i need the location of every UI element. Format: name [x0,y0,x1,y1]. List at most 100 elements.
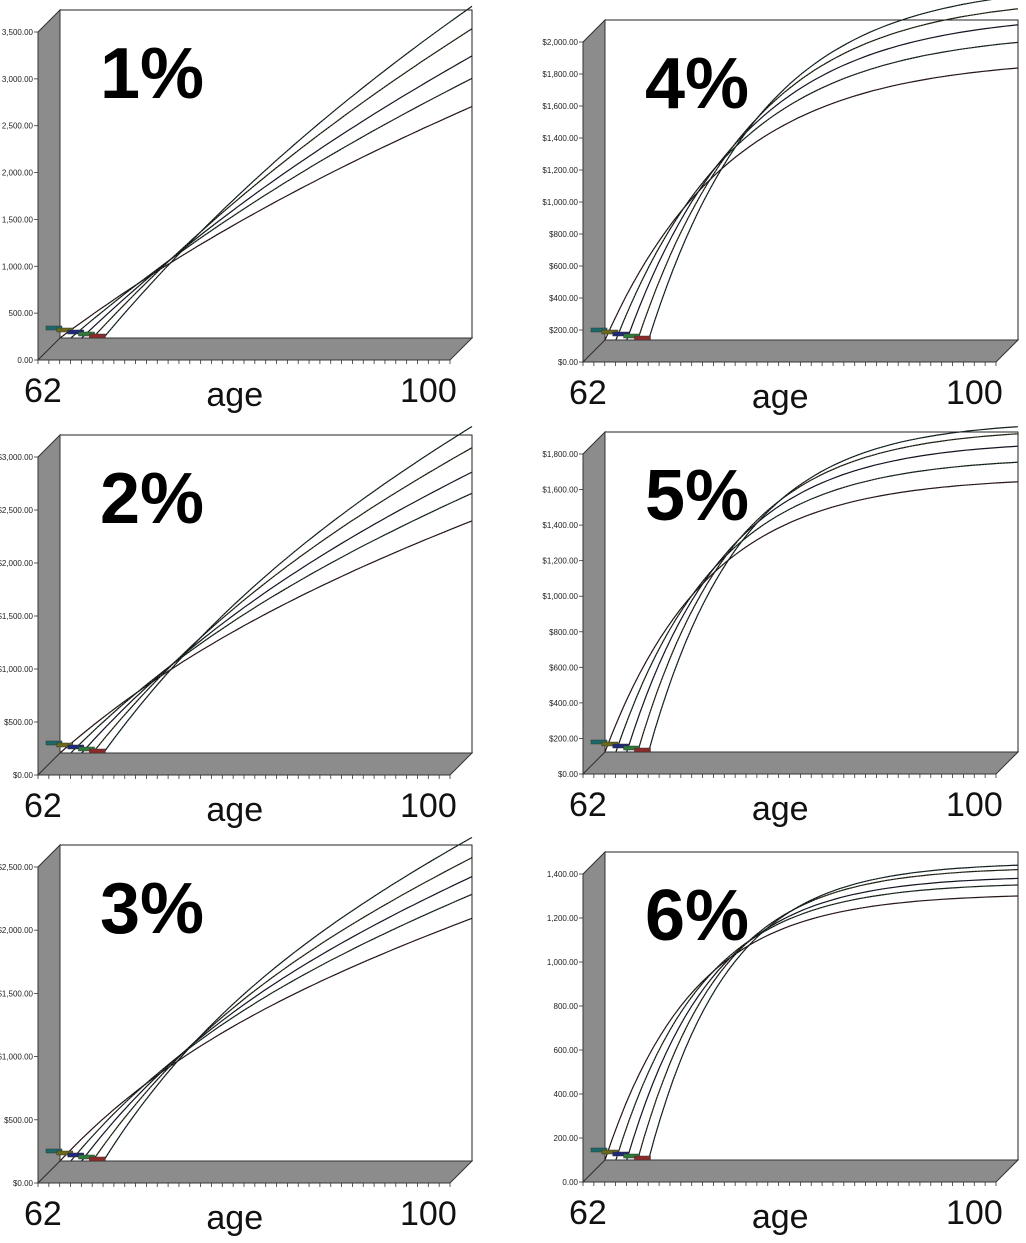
chart-title: 5% [645,456,750,536]
floor [36,337,474,361]
series-line [102,836,473,1162]
series-color-line [626,445,1019,753]
series-color-line [648,426,1019,753]
y-tick-label: $200.00 [549,734,578,743]
y-tick-label: 1,000.00 [547,958,579,967]
y-tick-label: 1,000.00 [2,262,34,271]
chart-panel: $0.00 $200.00 $400.00 $600.00 $800.00 $1,000.… [542,0,1026,422]
y-tick-label: 0.00 [17,356,33,365]
chart-title: 2% [100,459,205,539]
chart-title: 6% [645,876,750,956]
side-wall [37,843,61,1185]
y-tick-label: $0.00 [13,771,34,780]
floor [581,339,1020,363]
y-tick-label: 1,400.00 [547,870,579,879]
series-color-line [59,520,473,754]
series-color-line [615,461,1019,753]
y-tick-label: $500.00 [4,718,33,727]
series-start-bar [89,333,106,339]
y-tick-label: $1,800.00 [542,450,578,459]
y-tick-label: $1,000.00 [0,1053,34,1062]
y-tick-label: $1,200.00 [542,166,578,175]
series-color-line [81,471,473,754]
y-tick-label: 200.00 [554,1134,579,1143]
back-wall [59,9,473,339]
x-axis-start-label: 62 [24,787,62,825]
x-axis-label: age [751,1198,809,1236]
y-tick-label: $0.00 [13,1179,34,1188]
chart-panel: 0.00 500.00 1,000.00 1,500.00 2,000.00 2,500.… [0,0,480,420]
x-axis-label: age [751,790,809,828]
y-tick-label: $1,600.00 [542,102,578,111]
y-tick-label: 3,500.00 [2,28,34,37]
y-tick-label: $800.00 [549,628,578,637]
y-tick-label: $600.00 [549,262,578,271]
y-tick-label: $3,000.00 [0,453,34,462]
chart-svg: 0.00 500.00 1,000.00 1,500.00 2,000.00 2,500.… [2,5,474,365]
back-wall [604,19,1019,341]
x-axis-start-label: 62 [24,372,62,410]
side-wall [37,433,61,777]
floor [36,752,474,776]
y-tick-label: $400.00 [549,699,578,708]
y-tick-label: $0.00 [558,358,579,367]
y-tick-label: $1,000.00 [542,592,578,601]
y-tick-label: 2,000.00 [2,169,34,178]
series-line [647,0,993,341]
x-axis-start-label: 62 [569,1194,607,1232]
series-color-line [70,894,473,1162]
x-axis-end-label: 100 [400,787,457,825]
y-tick-label: $400.00 [549,294,578,303]
chart-svg: $0.00 $500.00 $1,000.00 $1,500.00 $2,000.00 $… [0,425,474,780]
chart-panel: $0.00 $200.00 $400.00 $600.00 $800.00 $1,000.… [542,422,1026,834]
series-color-line [615,884,1019,1161]
y-tick-label: 2,500.00 [2,122,34,131]
y-tick-label: $0.00 [558,770,579,779]
x-axis-end-label: 100 [400,372,457,410]
y-tick-label: 1,500.00 [2,215,34,224]
y-tick-label: $1,400.00 [542,521,578,530]
series-line [59,105,473,339]
chart-svg: 0.00 200.00 400.00 600.00 800.00 1,000.00 1,20… [547,850,1020,1187]
y-tick-label: 1,200.00 [547,914,579,923]
y-tick-label: $1,000.00 [542,198,578,207]
series-line [102,425,473,754]
series-color-line [604,481,1019,753]
series-line [70,77,473,339]
series-start-bar [634,335,651,341]
chart-svg: $0.00 $200.00 $400.00 $600.00 $800.00 $1,000.… [542,426,1020,779]
series-start-bar [89,1156,106,1162]
chart-title: 3% [100,869,205,949]
y-tick-label: $200.00 [549,326,578,335]
series-line [637,8,1019,341]
y-tick-label: $1,600.00 [542,486,578,495]
chart-panel: $0.00 $500.00 $1,000.00 $1,500.00 $2,000.00 $… [0,835,480,1243]
x-axis-start-label: 62 [24,1195,62,1233]
series-line [637,433,1019,753]
floor [581,1159,1020,1183]
x-axis-end-label: 100 [400,1195,457,1233]
chart-panel: 0.00 200.00 400.00 600.00 800.00 1,000.00 1,20… [545,842,1026,1242]
series-start-bar [634,747,651,753]
y-tick-label: 3,000.00 [2,75,34,84]
y-tick-label: $2,000.00 [542,38,578,47]
chart-title: 1% [100,34,205,114]
back-wall [604,431,1019,753]
series-color-line [81,876,473,1162]
side-wall [582,430,606,776]
series-color-line [59,918,473,1162]
series-color-line [81,55,473,339]
side-wall [582,850,606,1184]
chart-svg: $0.00 $500.00 $1,000.00 $1,500.00 $2,000.00 $… [0,836,474,1188]
floor [581,751,1020,775]
series-color-line [92,28,473,339]
series-color-line [604,895,1019,1161]
x-axis-start-label: 62 [569,374,607,412]
y-tick-label: 400.00 [554,1090,579,1099]
chart-title: 4% [645,44,750,124]
y-tick-label: $1,400.00 [542,134,578,143]
x-axis-end-label: 100 [946,374,1003,412]
series-line [647,864,1019,1161]
x-axis-start-label: 62 [569,786,607,824]
y-tick-label: $1,500.00 [0,989,34,998]
